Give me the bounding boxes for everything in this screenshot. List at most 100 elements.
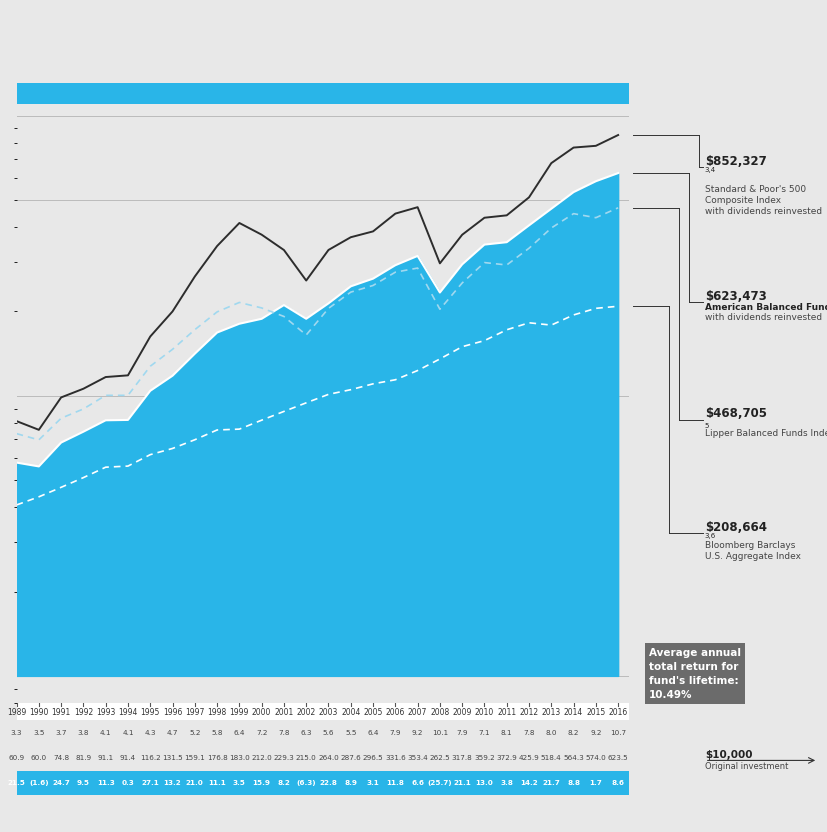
Text: 4.7: 4.7 bbox=[166, 730, 178, 736]
Text: 2014: 2014 bbox=[563, 708, 582, 716]
Text: 5: 5 bbox=[704, 423, 708, 429]
Text: 3.5: 3.5 bbox=[33, 730, 45, 736]
Text: 9.2: 9.2 bbox=[411, 730, 423, 736]
Text: (1.6): (1.6) bbox=[29, 780, 49, 786]
Text: $852,327: $852,327 bbox=[704, 155, 766, 168]
Text: 6.3: 6.3 bbox=[300, 730, 312, 736]
Text: 3,6: 3,6 bbox=[704, 533, 715, 539]
Text: 2002: 2002 bbox=[296, 708, 315, 716]
Text: 5.6: 5.6 bbox=[323, 730, 334, 736]
Text: 91.1: 91.1 bbox=[98, 755, 113, 761]
Text: 6.4: 6.4 bbox=[367, 730, 378, 736]
Text: Lipper Balanced Funds Index: Lipper Balanced Funds Index bbox=[704, 428, 827, 438]
Text: 3.5: 3.5 bbox=[232, 780, 246, 786]
Text: Original investment: Original investment bbox=[704, 761, 787, 770]
Text: 2012: 2012 bbox=[519, 708, 538, 716]
Text: 9.5: 9.5 bbox=[77, 780, 90, 786]
Text: 2011: 2011 bbox=[496, 708, 516, 716]
Text: 287.6: 287.6 bbox=[340, 755, 361, 761]
Text: 2008: 2008 bbox=[430, 708, 449, 716]
Text: 2001: 2001 bbox=[274, 708, 294, 716]
Text: 5.2: 5.2 bbox=[189, 730, 200, 736]
Text: 3,4: 3,4 bbox=[704, 167, 715, 173]
Text: 2004: 2004 bbox=[341, 708, 360, 716]
Text: 1994: 1994 bbox=[118, 708, 137, 716]
Text: 5.8: 5.8 bbox=[211, 730, 222, 736]
Text: Average annual
total return for
fund's lifetime:
10.49%: Average annual total return for fund's l… bbox=[648, 647, 740, 700]
Text: 11.8: 11.8 bbox=[386, 780, 404, 786]
Text: 564.3: 564.3 bbox=[562, 755, 583, 761]
Text: 372.9: 372.9 bbox=[495, 755, 517, 761]
Text: U.S. Aggregate Index: U.S. Aggregate Index bbox=[704, 552, 800, 561]
Text: 14.2: 14.2 bbox=[519, 780, 538, 786]
Text: 4.1: 4.1 bbox=[122, 730, 133, 736]
Text: 2005: 2005 bbox=[363, 708, 382, 716]
Text: 317.8: 317.8 bbox=[452, 755, 472, 761]
Text: 22.8: 22.8 bbox=[319, 780, 337, 786]
Text: 1996: 1996 bbox=[163, 708, 182, 716]
Text: 7.1: 7.1 bbox=[478, 730, 490, 736]
Text: 2009: 2009 bbox=[452, 708, 471, 716]
Text: 13.0: 13.0 bbox=[475, 780, 493, 786]
Text: $10,000: $10,000 bbox=[704, 750, 752, 760]
Text: 1995: 1995 bbox=[141, 708, 160, 716]
Text: 2013: 2013 bbox=[541, 708, 560, 716]
Text: 1993: 1993 bbox=[96, 708, 115, 716]
Text: (25.7): (25.7) bbox=[427, 780, 452, 786]
Text: 1990: 1990 bbox=[29, 708, 49, 716]
Text: Standard & Poor's 500: Standard & Poor's 500 bbox=[704, 186, 805, 195]
Text: 4.3: 4.3 bbox=[145, 730, 155, 736]
Text: 2003: 2003 bbox=[318, 708, 337, 716]
Text: 159.1: 159.1 bbox=[184, 755, 205, 761]
Text: 8.8: 8.8 bbox=[566, 780, 580, 786]
Text: 24.7: 24.7 bbox=[52, 780, 70, 786]
Text: 3.1: 3.1 bbox=[366, 780, 379, 786]
Text: 9.2: 9.2 bbox=[590, 730, 601, 736]
Text: 15.9: 15.9 bbox=[252, 780, 270, 786]
Text: 21.1: 21.1 bbox=[452, 780, 471, 786]
Text: 4.1: 4.1 bbox=[100, 730, 112, 736]
Text: 7.9: 7.9 bbox=[390, 730, 400, 736]
Text: 1997: 1997 bbox=[185, 708, 204, 716]
Text: 7.8: 7.8 bbox=[523, 730, 534, 736]
Text: 13.2: 13.2 bbox=[164, 780, 181, 786]
Text: 359.2: 359.2 bbox=[474, 755, 495, 761]
Text: $208,664: $208,664 bbox=[704, 522, 766, 534]
Text: 264.0: 264.0 bbox=[318, 755, 338, 761]
Text: 183.0: 183.0 bbox=[229, 755, 250, 761]
Text: 116.2: 116.2 bbox=[140, 755, 160, 761]
Text: 91.4: 91.4 bbox=[120, 755, 136, 761]
Text: 2000: 2000 bbox=[251, 708, 271, 716]
Text: 331.6: 331.6 bbox=[385, 755, 405, 761]
Text: 8.9: 8.9 bbox=[344, 780, 356, 786]
Text: 8.0: 8.0 bbox=[545, 730, 557, 736]
Text: 11.1: 11.1 bbox=[208, 780, 226, 786]
Text: 5.5: 5.5 bbox=[345, 730, 356, 736]
Text: 1992: 1992 bbox=[74, 708, 93, 716]
Text: 518.4: 518.4 bbox=[540, 755, 561, 761]
Text: (6.3): (6.3) bbox=[296, 780, 316, 786]
Text: 296.5: 296.5 bbox=[362, 755, 383, 761]
Text: 3.3: 3.3 bbox=[11, 730, 22, 736]
Text: 3.8: 3.8 bbox=[78, 730, 89, 736]
Text: with dividends reinvested: with dividends reinvested bbox=[704, 314, 821, 323]
Text: 2007: 2007 bbox=[408, 708, 427, 716]
Text: 212.0: 212.0 bbox=[251, 755, 272, 761]
Text: 11.3: 11.3 bbox=[97, 780, 114, 786]
Text: 2015: 2015 bbox=[586, 708, 605, 716]
Text: 7.2: 7.2 bbox=[256, 730, 267, 736]
Text: 131.5: 131.5 bbox=[162, 755, 183, 761]
Text: 0.3: 0.3 bbox=[122, 780, 134, 786]
Text: 10.1: 10.1 bbox=[432, 730, 447, 736]
Text: 1991: 1991 bbox=[51, 708, 70, 716]
Text: 27.1: 27.1 bbox=[141, 780, 159, 786]
Text: 623.5: 623.5 bbox=[607, 755, 628, 761]
Text: 6.6: 6.6 bbox=[411, 780, 423, 786]
Text: 6.4: 6.4 bbox=[233, 730, 245, 736]
Text: 8.6: 8.6 bbox=[611, 780, 624, 786]
Text: 2010: 2010 bbox=[474, 708, 494, 716]
Text: 229.3: 229.3 bbox=[273, 755, 294, 761]
Text: $623,473: $623,473 bbox=[704, 290, 766, 303]
Text: 262.5: 262.5 bbox=[429, 755, 450, 761]
Text: 1999: 1999 bbox=[229, 708, 249, 716]
